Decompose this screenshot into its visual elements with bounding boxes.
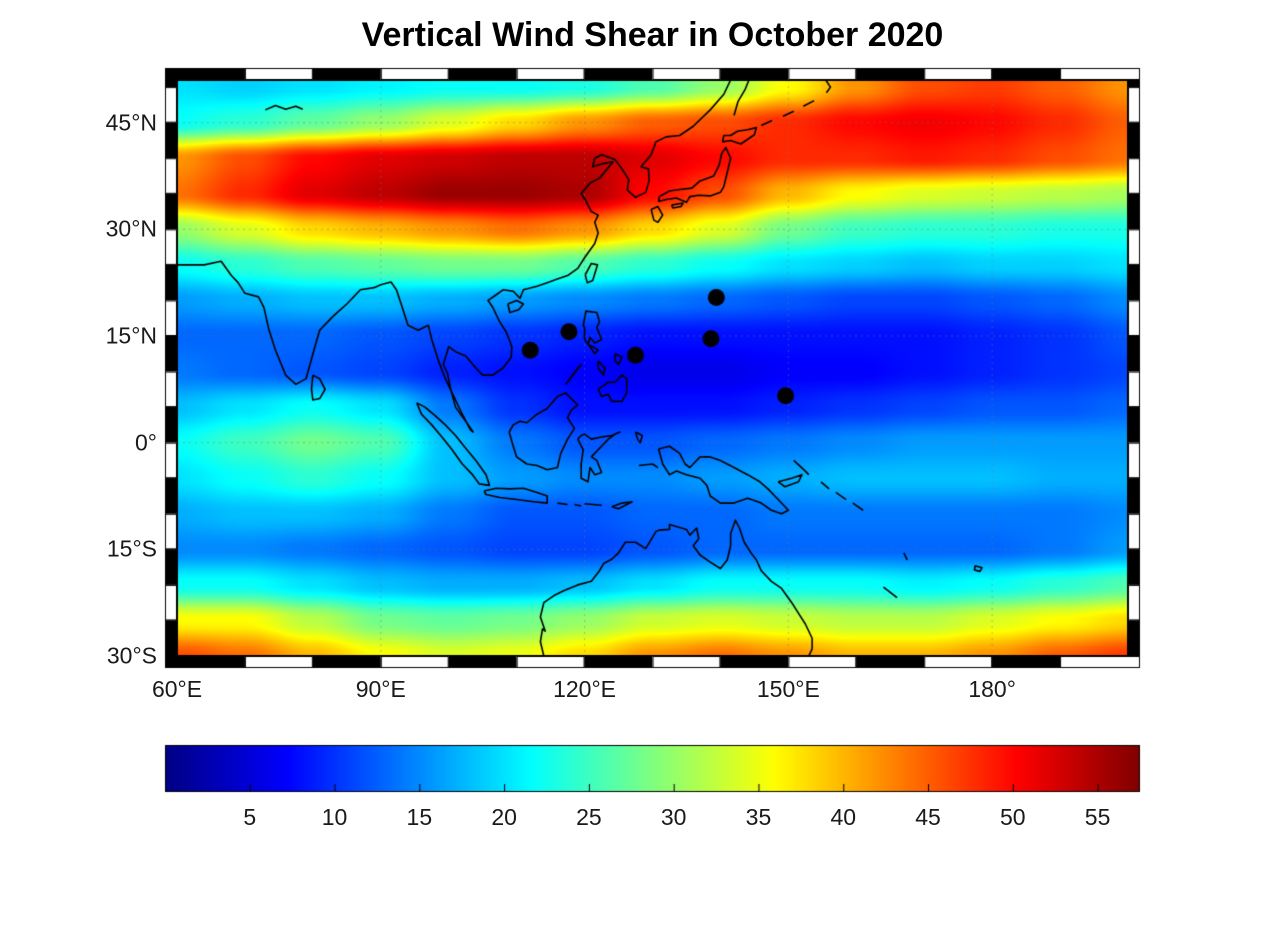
y-tick-label: 30°S <box>106 642 157 669</box>
colorbar-tick-label: 25 <box>576 804 602 830</box>
colorbar-tick-label: 20 <box>491 804 517 830</box>
colorbar-tick-label: 35 <box>745 804 772 830</box>
y-tick-label: 45°N <box>105 109 157 136</box>
colorbar-tick-label: 40 <box>830 804 857 830</box>
x-tick-label: 120°E <box>553 676 617 702</box>
x-tick-label: 90°E <box>355 676 406 702</box>
colorbar-tick-label: 10 <box>321 804 348 830</box>
y-tick-label: 15°N <box>105 322 157 349</box>
colorbar-tick-label: 55 <box>1084 804 1111 830</box>
y-tick-label: 15°S <box>106 535 157 562</box>
x-tick-label: 180° <box>968 676 1016 702</box>
x-tick-label: 150°E <box>756 676 820 702</box>
y-tick-label: 0° <box>135 429 157 456</box>
colorbar-tick-label: 5 <box>243 804 257 830</box>
y-tick-label: 30°N <box>105 215 157 242</box>
colorbar-tick-label: 15 <box>406 804 433 830</box>
colorbar-tick-label: 50 <box>1000 804 1026 830</box>
colorbar-tick-label: 30 <box>660 804 687 830</box>
colorbar-tick-label: 45 <box>915 804 941 830</box>
x-tick-label: 60°E <box>151 676 203 702</box>
